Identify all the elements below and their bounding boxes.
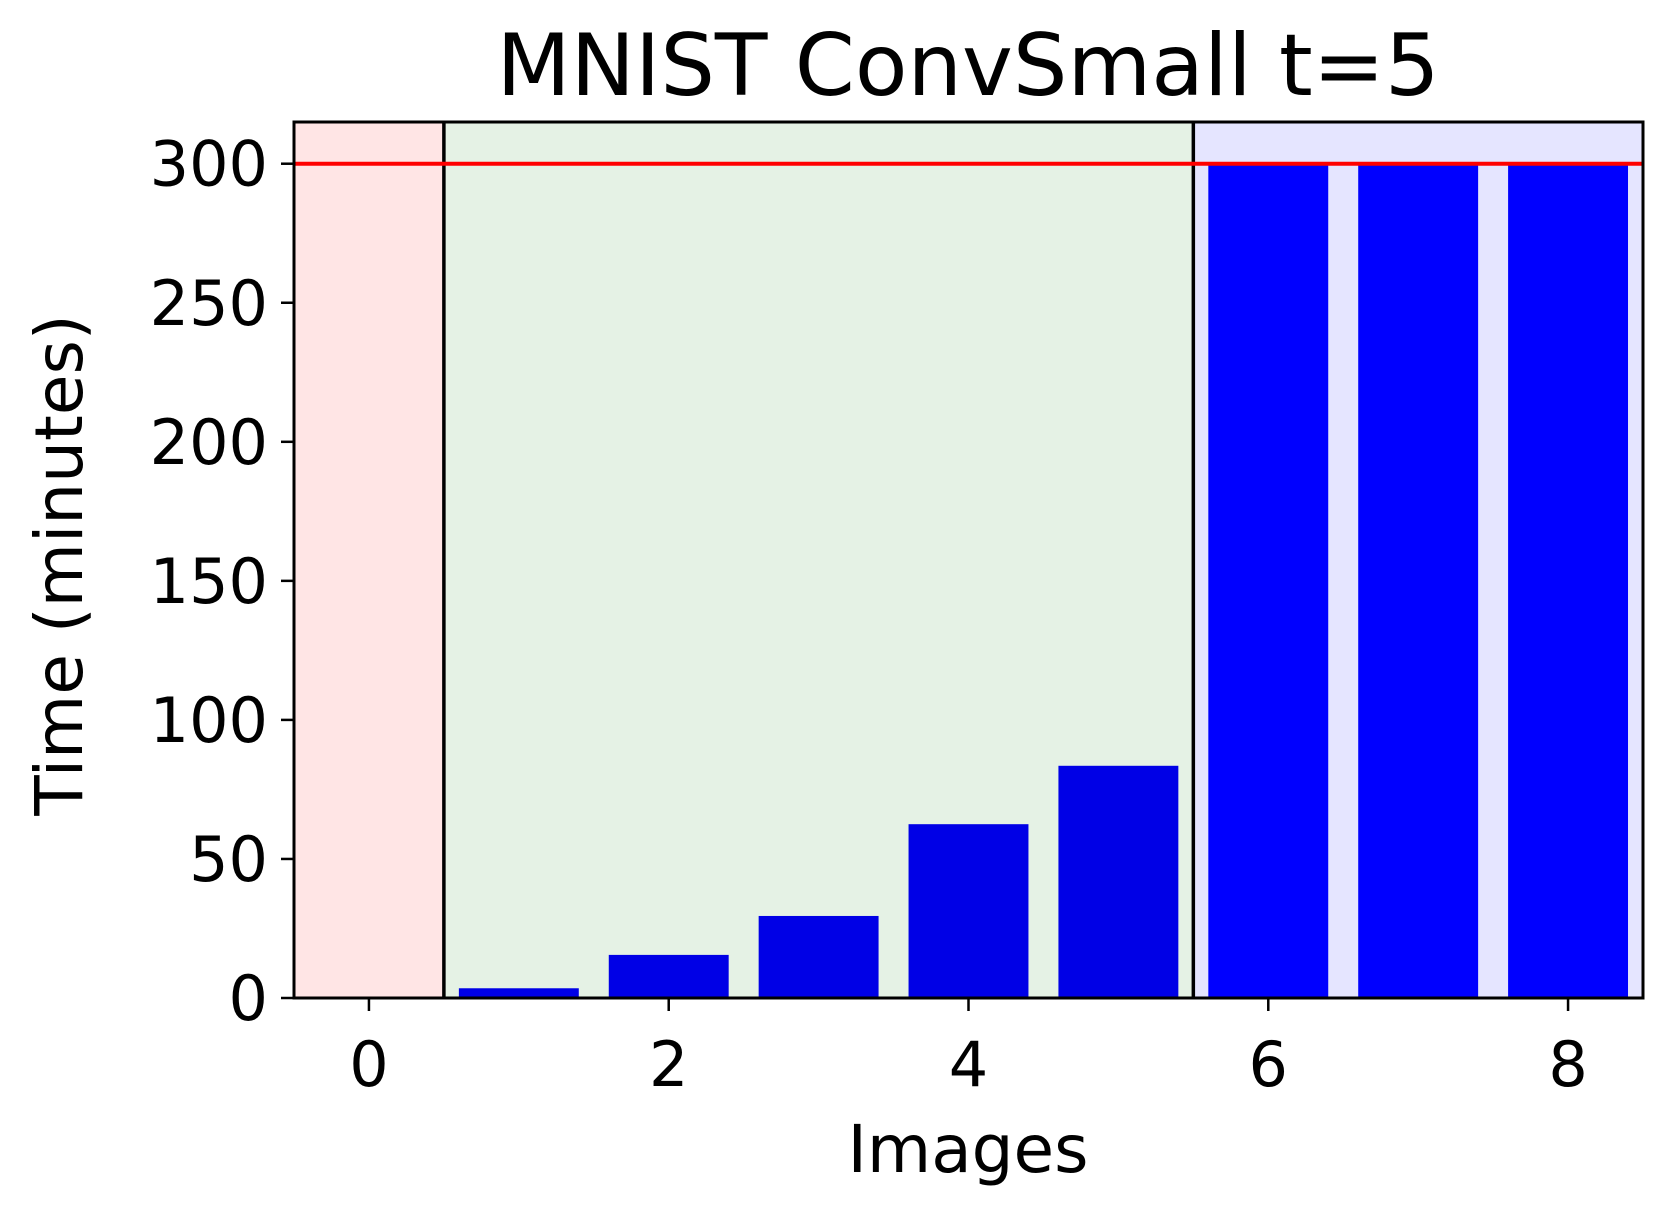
bar-3 bbox=[758, 915, 879, 998]
x-tick-label: 4 bbox=[949, 1028, 988, 1101]
y-tick-label: 150 bbox=[150, 545, 268, 618]
x-tick-label: 0 bbox=[349, 1028, 388, 1101]
x-axis-label: Images bbox=[847, 1111, 1088, 1188]
y-axis-label: Time (minutes) bbox=[21, 314, 98, 816]
bar-8 bbox=[1508, 163, 1629, 998]
x-tick-label: 6 bbox=[1249, 1028, 1288, 1101]
region-0 bbox=[294, 122, 444, 998]
reference-lines bbox=[294, 122, 1643, 998]
x-axis-ticks: 0 2 4 6 8 bbox=[349, 998, 1588, 1101]
bar-7 bbox=[1358, 163, 1479, 998]
bar-4 bbox=[908, 824, 1029, 998]
bars bbox=[308, 163, 1629, 998]
y-tick-label: 50 bbox=[189, 823, 268, 896]
chart-title: MNIST ConvSmall t=5 bbox=[496, 16, 1439, 116]
bar-6 bbox=[1208, 163, 1329, 998]
y-tick-label: 250 bbox=[150, 267, 268, 340]
bar-2 bbox=[608, 954, 729, 998]
bar-1 bbox=[458, 988, 579, 998]
y-tick-label: 200 bbox=[150, 406, 268, 479]
bar-5 bbox=[1058, 765, 1179, 998]
y-axis-ticks: 0 50 100 150 200 250 300 bbox=[150, 128, 294, 1035]
y-tick-label: 0 bbox=[229, 962, 268, 1035]
x-tick-label: 8 bbox=[1548, 1028, 1587, 1101]
y-tick-label: 100 bbox=[150, 684, 268, 757]
y-tick-label: 300 bbox=[150, 128, 268, 201]
x-tick-label: 2 bbox=[649, 1028, 688, 1101]
